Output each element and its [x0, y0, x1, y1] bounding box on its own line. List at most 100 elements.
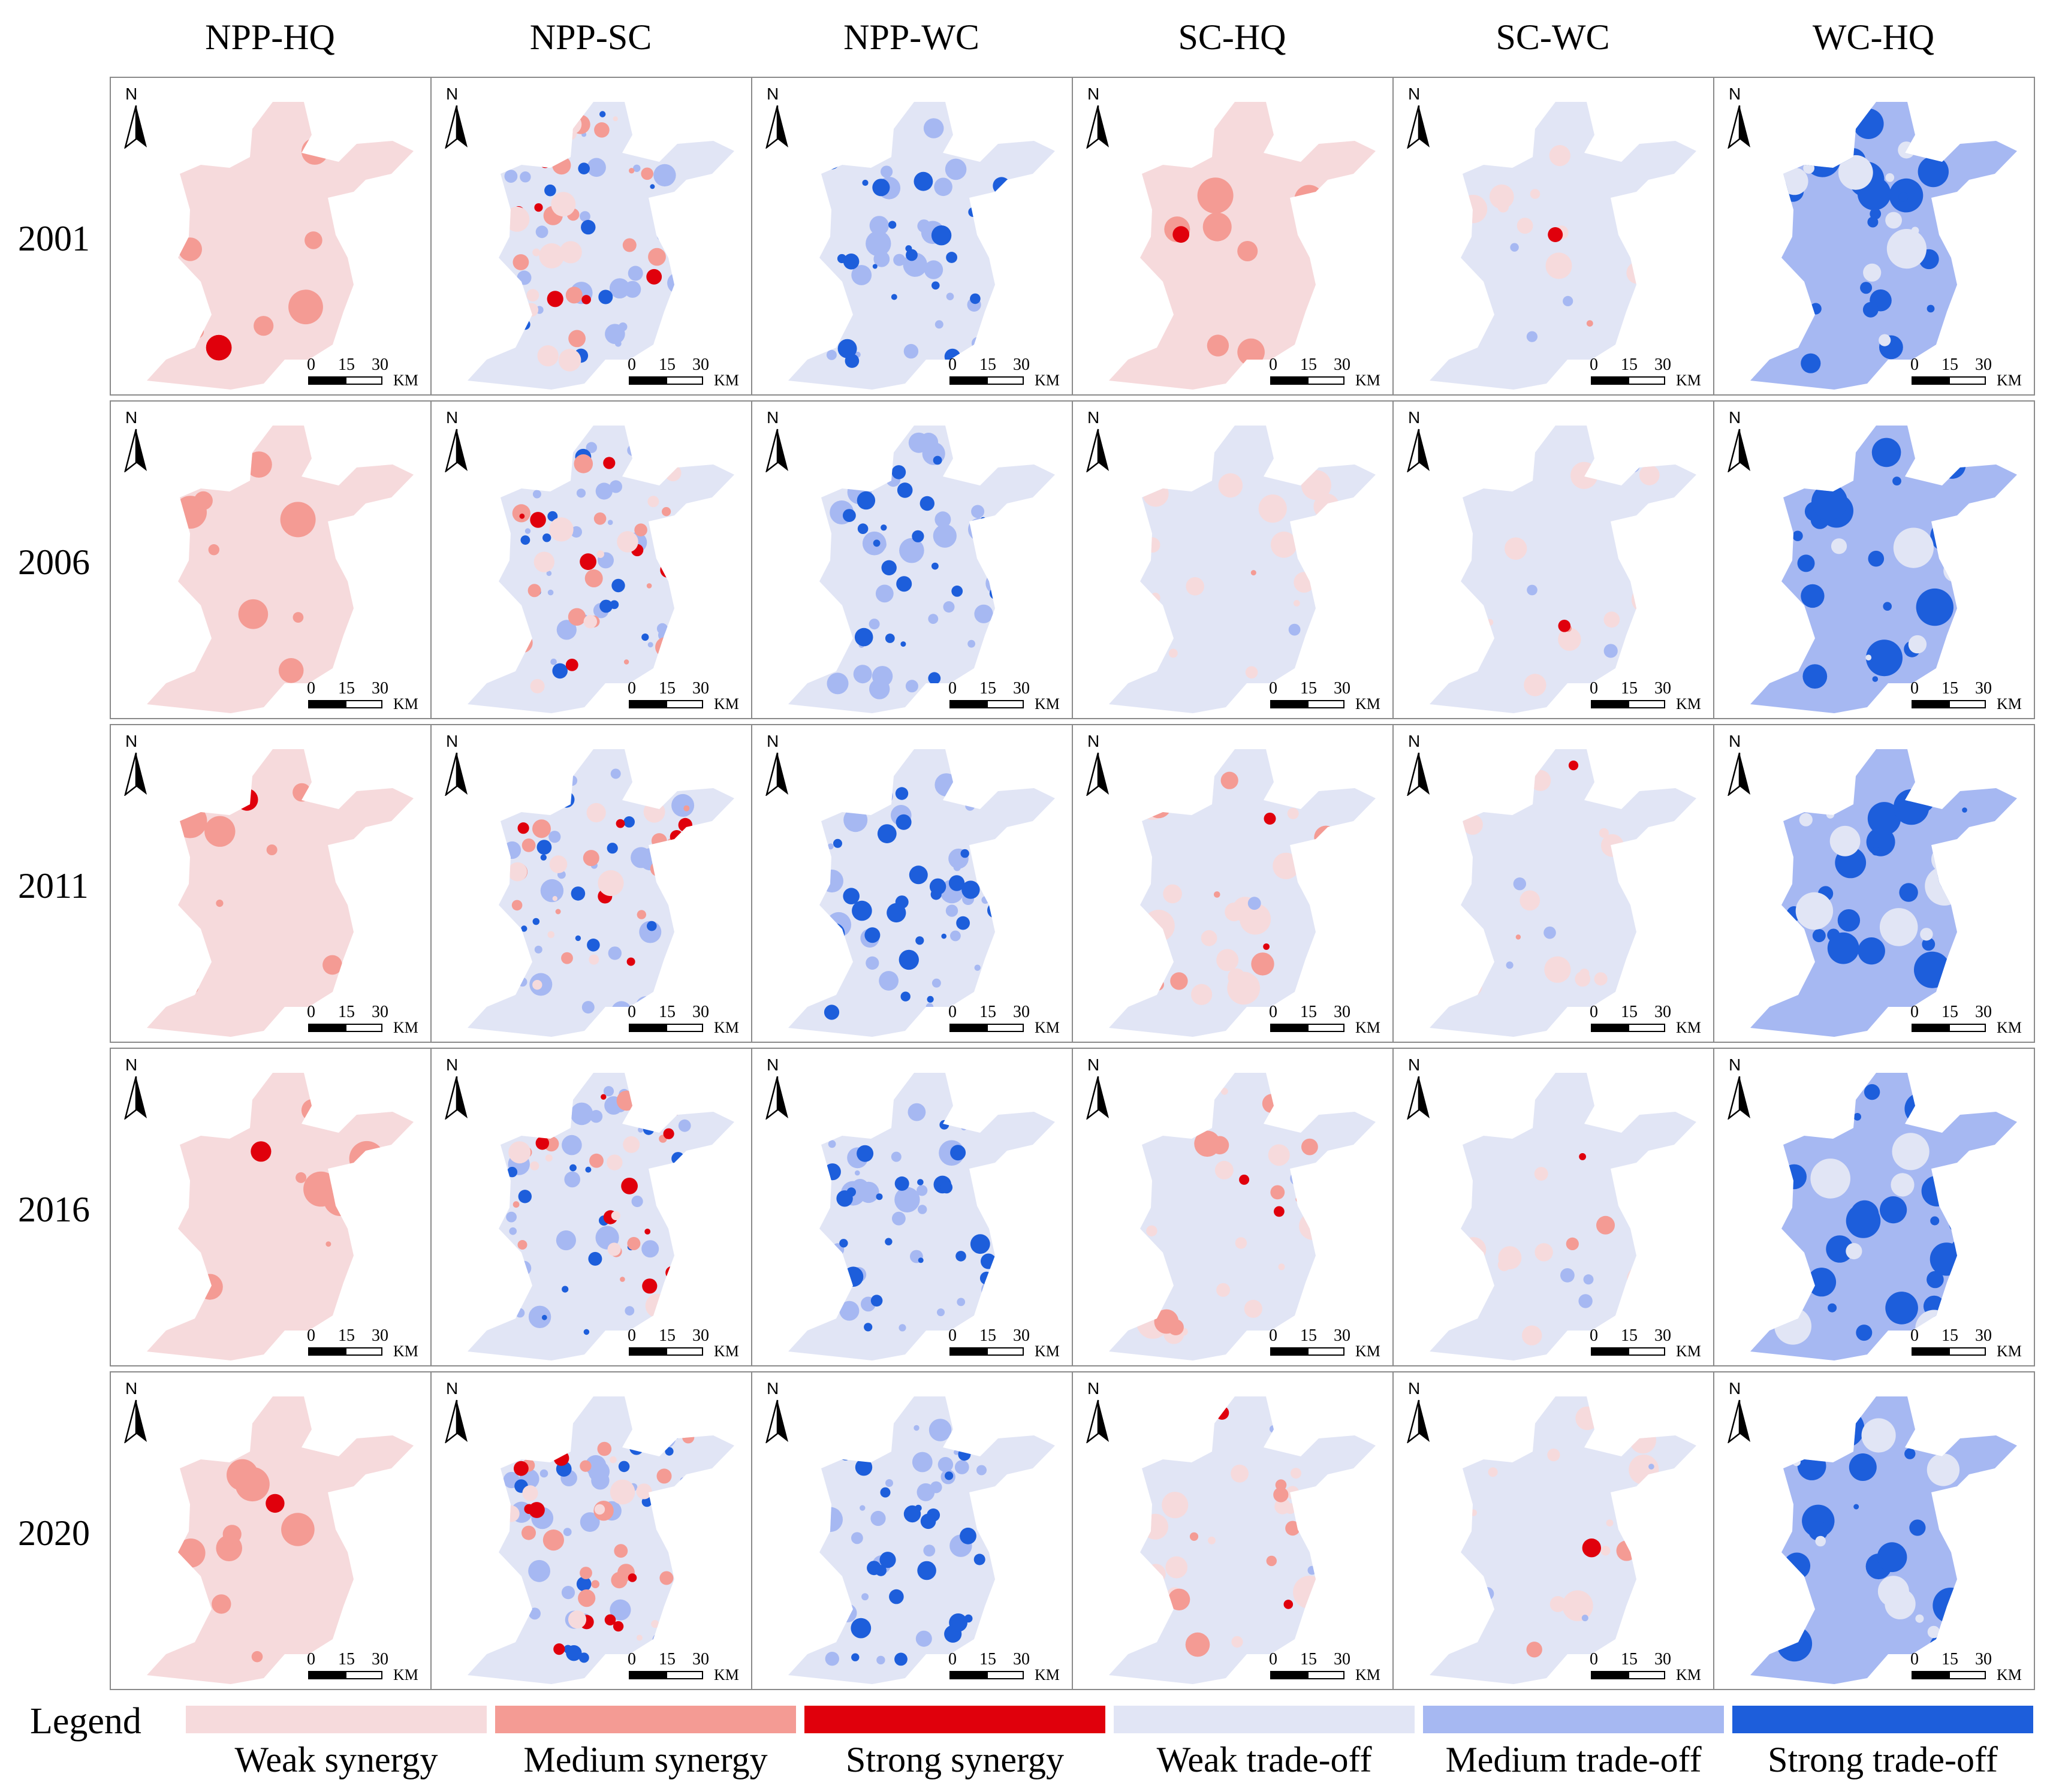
- row-label-2016: 2016: [18, 1190, 90, 1229]
- region-map: [147, 749, 414, 1037]
- region-outline: [147, 749, 414, 1037]
- north-arrow: N: [120, 1056, 156, 1122]
- region-map: [1750, 749, 2017, 1037]
- north-arrow-icon: [1086, 1399, 1109, 1443]
- scale-tick-15: 15: [659, 1003, 676, 1021]
- north-arrow: N: [1403, 1380, 1439, 1446]
- scale-bar-black: [1912, 376, 1949, 385]
- north-arrow: N: [1724, 1380, 1760, 1446]
- scale-tick-15: 15: [979, 679, 996, 698]
- scale-tick-30: 30: [1654, 355, 1671, 374]
- north-label: N: [125, 732, 138, 750]
- scale-unit: KM: [1997, 695, 2022, 713]
- region-outline: [1430, 426, 1696, 713]
- north-arrow: N: [1403, 409, 1439, 475]
- scale-bar: 0 15 30 KM: [628, 1003, 747, 1039]
- scale-bar-white: [666, 1671, 703, 1679]
- scale-bar-white: [666, 1347, 703, 1356]
- scale-bar-white: [1628, 1024, 1665, 1032]
- scale-unit: KM: [1355, 695, 1380, 713]
- north-arrow-icon: [1728, 752, 1750, 796]
- scale-bar-black: [308, 1024, 345, 1032]
- region-map: [788, 749, 1055, 1037]
- map-panel-npp-hq-2020: N 0 15 30 KM: [110, 1371, 432, 1690]
- scale-bar-black: [629, 376, 666, 385]
- north-arrow: N: [762, 85, 798, 151]
- scale-bar-white: [1949, 1671, 1986, 1679]
- map-panel-npp-hq-2016: N 0 15 30 KM: [110, 1048, 432, 1366]
- north-label: N: [446, 85, 459, 103]
- scale-unit: KM: [1997, 372, 2022, 389]
- region-outline: [147, 102, 414, 390]
- north-arrow: N: [1083, 85, 1119, 151]
- scale-tick-15: 15: [1300, 679, 1317, 698]
- scale-bar-black: [308, 700, 345, 708]
- scale-tick-0: 0: [307, 355, 315, 374]
- north-label: N: [446, 732, 459, 750]
- scale-tick-15: 15: [1300, 1650, 1317, 1669]
- north-arrow: N: [441, 85, 477, 151]
- scale-bar: 0 15 30 KM: [1590, 1327, 1710, 1363]
- north-arrow-icon: [445, 105, 468, 149]
- scale-bar: 0 15 30 KM: [1269, 356, 1389, 392]
- scale-tick-30: 30: [1654, 1326, 1671, 1345]
- map-panel-npp-sc-2011: N 0 15 30 KM: [430, 724, 752, 1043]
- map-panel-sc-wc-2016: N 0 15 30 KM: [1392, 1048, 1714, 1366]
- scale-tick-30: 30: [1654, 679, 1671, 698]
- scale-tick-0: 0: [628, 1003, 636, 1021]
- scale-bar-white: [345, 1024, 382, 1032]
- north-arrow: N: [120, 85, 156, 151]
- row-label-2006: 2006: [18, 542, 90, 582]
- scale-bar-white: [1628, 376, 1665, 385]
- scale-bar: 0 15 30 KM: [307, 680, 427, 716]
- north-label: N: [1408, 732, 1421, 750]
- north-arrow-icon: [124, 1076, 147, 1120]
- map-panel-sc-hq-2016: N 0 15 30 KM: [1072, 1048, 1394, 1366]
- scale-bar-white: [1628, 1671, 1665, 1679]
- scale-tick-15: 15: [338, 1650, 355, 1669]
- north-arrow: N: [120, 732, 156, 798]
- map-panel-sc-hq-2001: N 0 15 30 KM: [1072, 77, 1394, 396]
- north-label: N: [1408, 1379, 1421, 1398]
- scale-bar: 0 15 30 KM: [628, 1651, 747, 1687]
- scale-tick-0: 0: [1910, 1326, 1919, 1345]
- region-outline: [1109, 749, 1376, 1037]
- region-map: [468, 1396, 734, 1684]
- north-label: N: [767, 1055, 779, 1074]
- north-label: N: [1408, 408, 1421, 427]
- scale-unit: KM: [1355, 1343, 1380, 1360]
- map-panel-sc-wc-2001: N 0 15 30 KM: [1392, 77, 1714, 396]
- scale-tick-30: 30: [1975, 1650, 1992, 1669]
- scale-unit: KM: [714, 1343, 739, 1360]
- scale-bar-black: [1591, 376, 1628, 385]
- scale-unit: KM: [1035, 372, 1060, 389]
- north-arrow-icon: [445, 429, 468, 472]
- scale-tick-0: 0: [307, 679, 315, 698]
- north-arrow: N: [441, 1056, 477, 1122]
- region-map: [1430, 1396, 1696, 1684]
- scale-unit: KM: [1676, 695, 1701, 713]
- legend-swatch: [1423, 1706, 1724, 1733]
- map-panel-npp-wc-2020: N 0 15 30 KM: [751, 1371, 1073, 1690]
- scale-unit: KM: [1997, 1019, 2022, 1036]
- scale-bar-black: [1591, 700, 1628, 708]
- north-label: N: [1729, 1055, 1741, 1074]
- region-outline: [788, 426, 1055, 713]
- scale-tick-15: 15: [1942, 679, 1958, 698]
- scale-tick-15: 15: [1300, 1003, 1317, 1021]
- north-label: N: [446, 408, 459, 427]
- north-arrow: N: [1403, 732, 1439, 798]
- map-panel-wc-hq-2011: N 0 15 30 KM: [1713, 724, 2035, 1043]
- north-arrow: N: [441, 409, 477, 475]
- north-arrow: N: [762, 1380, 798, 1446]
- scale-bar-black: [1912, 1347, 1949, 1356]
- scale-bar-white: [1949, 700, 1986, 708]
- north-arrow-icon: [445, 752, 468, 796]
- scale-tick-30: 30: [1334, 1003, 1350, 1021]
- north-arrow: N: [1403, 1056, 1439, 1122]
- north-label: N: [1087, 1055, 1100, 1074]
- north-label: N: [1408, 1055, 1421, 1074]
- region-map: [1109, 1396, 1376, 1684]
- scale-bar-black: [1591, 1671, 1628, 1679]
- scale-bar: 0 15 30 KM: [1269, 1651, 1389, 1687]
